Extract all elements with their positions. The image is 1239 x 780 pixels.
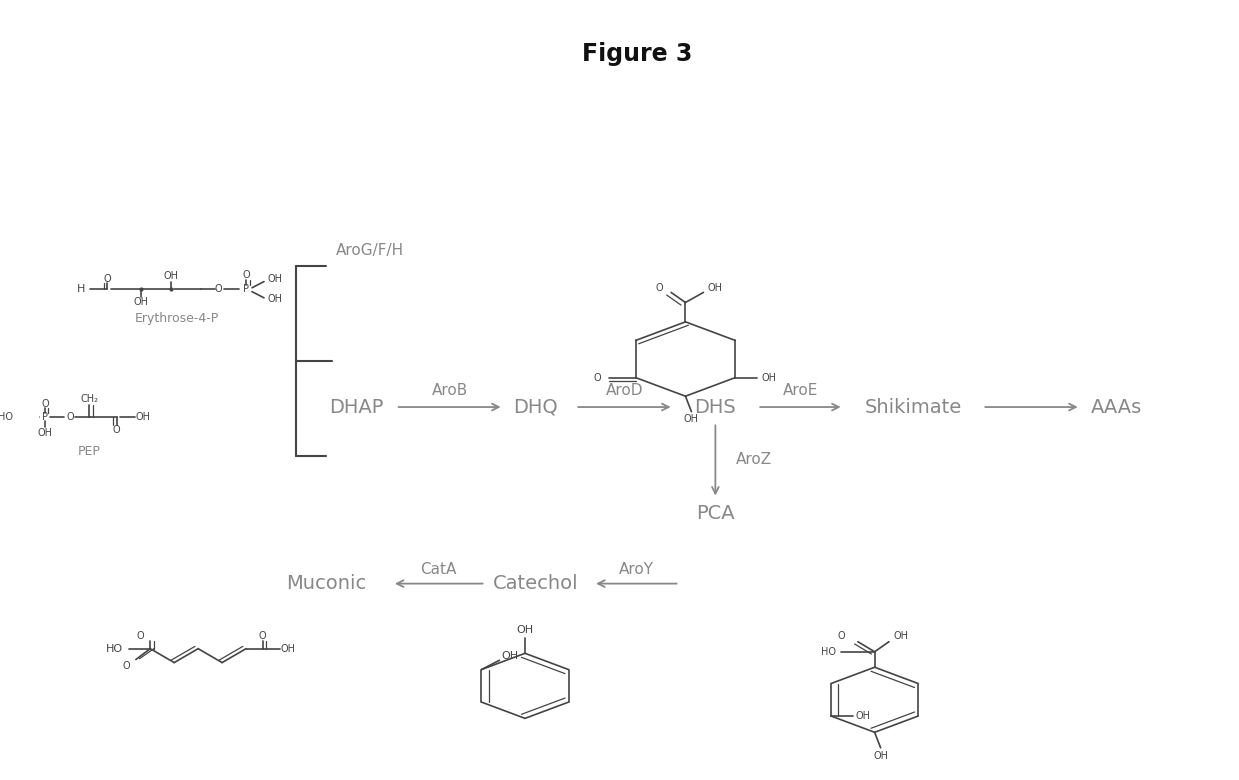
Text: OH: OH (761, 373, 777, 383)
Text: OH: OH (280, 644, 295, 654)
Text: OH: OH (684, 414, 699, 424)
Text: HO: HO (105, 644, 123, 654)
Text: O: O (41, 399, 48, 409)
Text: P: P (243, 285, 249, 294)
Text: HO: HO (0, 412, 12, 422)
Text: OH: OH (893, 631, 908, 641)
Text: PEP: PEP (78, 445, 100, 459)
Text: OH: OH (873, 750, 888, 760)
Text: AroD: AroD (606, 382, 643, 398)
Text: DHS: DHS (695, 398, 736, 417)
Text: OH: OH (268, 294, 282, 304)
Text: OH: OH (502, 651, 519, 661)
Text: OH: OH (37, 428, 52, 438)
Text: O: O (593, 373, 601, 383)
Text: AroB: AroB (431, 382, 467, 398)
Text: O: O (123, 661, 130, 671)
Text: HO: HO (821, 647, 836, 657)
Text: OH: OH (268, 275, 282, 284)
Text: Catechol: Catechol (493, 574, 579, 593)
Text: OH: OH (856, 711, 871, 721)
Text: O: O (259, 631, 266, 641)
Text: Muconic: Muconic (286, 574, 367, 593)
Text: CatA: CatA (420, 562, 457, 577)
Text: H: H (77, 285, 85, 294)
Text: OH: OH (135, 412, 151, 422)
Text: OH: OH (517, 625, 534, 635)
Text: O: O (66, 412, 74, 422)
Text: O: O (214, 285, 222, 294)
Text: P: P (42, 412, 48, 422)
Text: AroZ: AroZ (736, 452, 772, 467)
Text: PCA: PCA (696, 505, 735, 523)
Text: O: O (243, 271, 250, 280)
Text: OH: OH (133, 297, 149, 307)
Text: CH₂: CH₂ (81, 395, 98, 404)
Text: O: O (113, 425, 120, 435)
Text: OH: OH (164, 271, 178, 281)
Text: O: O (838, 631, 845, 641)
Text: Shikimate: Shikimate (865, 398, 961, 417)
Text: AroG/F/H: AroG/F/H (336, 243, 404, 258)
Text: DHQ: DHQ (513, 398, 558, 417)
Text: O: O (136, 631, 145, 641)
Text: AroE: AroE (783, 382, 818, 398)
Text: Erythrose-4-P: Erythrose-4-P (135, 312, 219, 325)
Text: AAAs: AAAs (1090, 398, 1142, 417)
Text: OH: OH (707, 283, 722, 292)
Text: AroY: AroY (618, 562, 654, 577)
Text: Figure 3: Figure 3 (582, 41, 693, 66)
Text: O: O (655, 283, 663, 292)
Text: DHAP: DHAP (330, 398, 383, 417)
Text: O: O (103, 275, 112, 284)
